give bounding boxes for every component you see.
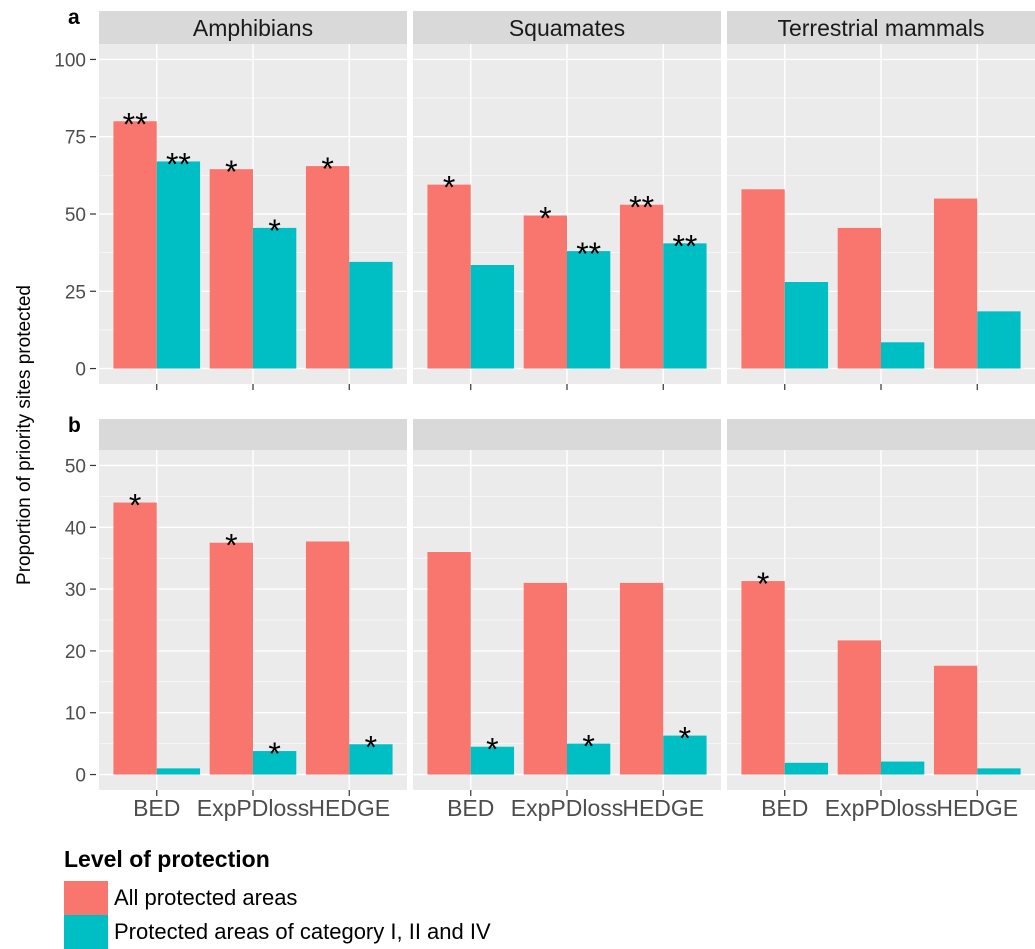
significance-marker: *	[129, 488, 141, 524]
bar-all-protected	[741, 189, 785, 369]
facet-strip	[413, 11, 721, 44]
bar-all-protected	[305, 166, 350, 369]
bar-category-protected	[253, 751, 297, 775]
bar-category-protected	[881, 761, 925, 775]
y-tick-label: 10	[65, 704, 86, 725]
bar-all-protected	[305, 541, 350, 775]
facet-title: Terrestrial mammals	[777, 15, 984, 41]
y-axis-label: Proportion of priority sites protected	[14, 285, 35, 585]
legend-label-all: All protected areas	[114, 885, 298, 910]
bar-category-protected	[663, 735, 707, 775]
facet-title: Amphibians	[193, 15, 313, 41]
bar-all-protected	[741, 581, 785, 775]
y-tick-label: 0	[75, 360, 86, 381]
bar-all-protected	[209, 169, 253, 369]
bar-all-protected	[837, 227, 881, 369]
significance-marker: **	[123, 106, 148, 142]
bar-category-protected	[977, 768, 1021, 775]
bar-category-protected	[156, 161, 201, 369]
x-tick-label: ExpPDloss	[825, 795, 937, 821]
significance-marker: *	[539, 201, 551, 237]
significance-marker: *	[757, 566, 769, 602]
y-tick-label: 30	[65, 580, 86, 601]
panel-letter-b: b	[68, 414, 81, 437]
significance-marker: *	[486, 732, 498, 768]
bar-category-protected	[567, 251, 611, 369]
significance-marker: *	[443, 170, 455, 206]
legend-item-all: All protected areas	[64, 881, 491, 915]
x-tick-label: BED	[447, 795, 494, 821]
bar-category-protected	[470, 746, 515, 775]
x-tick-label: ExpPDloss	[511, 795, 623, 821]
x-tick-label: HEDGE	[308, 795, 390, 821]
significance-marker: *	[268, 736, 280, 772]
bar-all-protected	[427, 552, 471, 775]
facet-strip	[727, 419, 1035, 450]
significance-marker: **	[672, 228, 697, 264]
y-tick-label: 100	[54, 50, 86, 71]
significance-marker: *	[268, 213, 280, 249]
facet-title: Squamates	[509, 15, 625, 41]
y-tick-label: 20	[65, 642, 86, 663]
bar-category-protected	[567, 743, 611, 775]
facet-strip	[99, 419, 407, 450]
x-tick-label: BED	[133, 795, 180, 821]
bar-all-protected	[837, 640, 881, 775]
legend: Level of protection All protected areas …	[64, 846, 491, 949]
legend-swatch-category	[64, 915, 108, 949]
bar-category-protected	[977, 311, 1021, 369]
legend-swatch-all	[64, 881, 108, 915]
bar-category-protected	[253, 227, 297, 369]
bar-all-protected	[209, 542, 253, 775]
x-tick-label: ExpPDloss	[197, 795, 309, 821]
bar-category-protected	[784, 762, 829, 775]
y-tick-label: 40	[65, 518, 86, 539]
x-tick-label: HEDGE	[622, 795, 704, 821]
bar-all-protected	[933, 665, 978, 775]
facet-strip	[99, 11, 407, 44]
significance-marker: **	[166, 146, 191, 182]
panel-letter-a: a	[68, 6, 80, 29]
bar-all-protected	[619, 204, 664, 369]
bar-all-protected	[113, 121, 157, 369]
bar-all-protected	[523, 582, 567, 775]
facet-strip	[413, 419, 721, 450]
significance-marker: *	[582, 729, 594, 765]
significance-marker: *	[321, 151, 333, 187]
bar-all-protected	[523, 215, 567, 369]
legend-title: Level of protection	[64, 846, 270, 872]
significance-marker: **	[629, 190, 654, 226]
bar-all-protected	[113, 502, 157, 775]
significance-marker: *	[225, 528, 237, 564]
y-tick-label: 50	[65, 205, 86, 226]
bar-category-protected	[470, 265, 515, 369]
legend-item-category: Protected areas of category I, II and IV	[64, 915, 491, 949]
legend-label-category: Protected areas of category I, II and IV	[114, 919, 491, 944]
bar-all-protected	[619, 582, 664, 775]
x-tick-label: HEDGE	[936, 795, 1018, 821]
y-tick-label: 75	[65, 128, 86, 149]
y-tick-label: 0	[75, 766, 86, 787]
bar-category-protected	[349, 744, 393, 775]
bar-category-protected	[784, 282, 829, 369]
bar-all-protected	[933, 198, 978, 369]
bar-category-protected	[156, 768, 201, 775]
y-tick-label: 50	[65, 456, 86, 477]
bar-category-protected	[881, 342, 925, 369]
bar-category-protected	[663, 243, 707, 369]
significance-marker: **	[576, 236, 601, 272]
significance-marker: *	[225, 154, 237, 190]
facet-strip	[727, 11, 1035, 44]
x-tick-label: BED	[761, 795, 808, 821]
significance-marker: *	[365, 729, 377, 765]
bar-all-protected	[427, 184, 471, 369]
y-tick-label: 25	[65, 282, 86, 303]
bar-category-protected	[349, 261, 393, 369]
significance-marker: *	[679, 721, 691, 757]
